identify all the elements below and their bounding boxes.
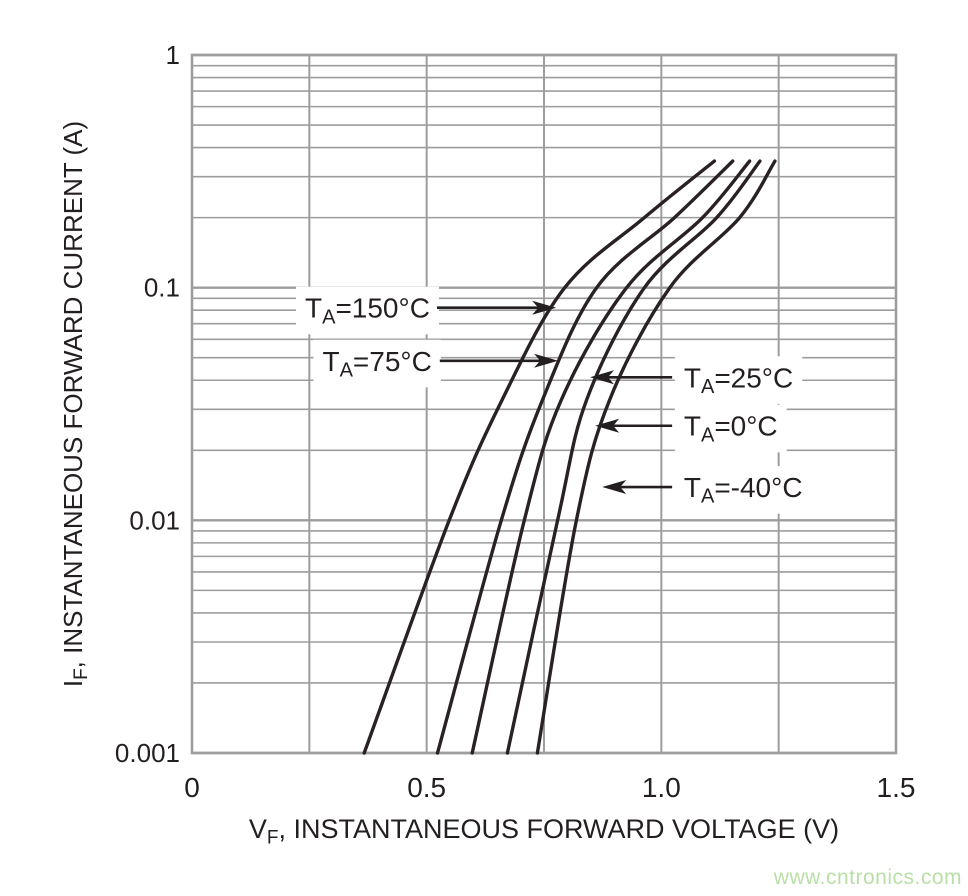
annotation-label-ta-150c: TA=150°C bbox=[305, 293, 430, 329]
annotation-label-ta-25c: TA=25°C bbox=[684, 362, 793, 398]
x-tick-label: 0.5 bbox=[407, 772, 446, 803]
annotation-mask-ta-0c bbox=[674, 404, 787, 453]
y-tick-label: 0.1 bbox=[144, 273, 180, 303]
x-tick-label: 1.0 bbox=[642, 772, 681, 803]
annotation-arrowhead-ta-25c bbox=[589, 370, 614, 385]
annotation-mask-ta-75c bbox=[313, 339, 441, 388]
annotation-mask-ta-25c bbox=[674, 356, 803, 404]
y-tick-label: 0.01 bbox=[129, 505, 180, 535]
x-axis-title: VF, INSTANTANEOUS FORWARD VOLTAGE (V) bbox=[249, 814, 839, 848]
curve-ta-0c bbox=[505, 159, 762, 755]
y-tick-label: 0.001 bbox=[115, 738, 180, 768]
curve-ta-150c bbox=[362, 159, 717, 755]
x-tick-label: 0 bbox=[184, 772, 200, 803]
annotation-label-ta-neg40c: TA=-40°C bbox=[684, 472, 803, 508]
curve-ta-neg40c bbox=[535, 159, 777, 755]
curve-ta-75c bbox=[435, 159, 735, 755]
annotation-arrowhead-ta-0c bbox=[595, 418, 620, 433]
annotation-mask-ta-150c bbox=[295, 286, 439, 335]
annotation-mask-ta-neg40c bbox=[674, 466, 812, 514]
plot-border bbox=[190, 53, 898, 755]
y-axis-title: IF, INSTANTANEOUS FORWARD CURRENT (A) bbox=[58, 121, 92, 687]
annotation-arrowhead-ta-150c bbox=[532, 300, 557, 315]
x-tick-label: 1.5 bbox=[877, 772, 916, 803]
y-tick-label: 1 bbox=[166, 40, 180, 70]
annotation-arrowhead-ta-neg40c bbox=[602, 480, 627, 495]
annotation-label-ta-0c: TA=0°C bbox=[684, 411, 778, 447]
annotation-label-ta-75c: TA=75°C bbox=[322, 346, 431, 382]
curve-ta-25c bbox=[470, 159, 752, 755]
annotation-arrowhead-ta-75c bbox=[534, 353, 559, 368]
watermark: www.cntronics.com bbox=[773, 866, 962, 889]
